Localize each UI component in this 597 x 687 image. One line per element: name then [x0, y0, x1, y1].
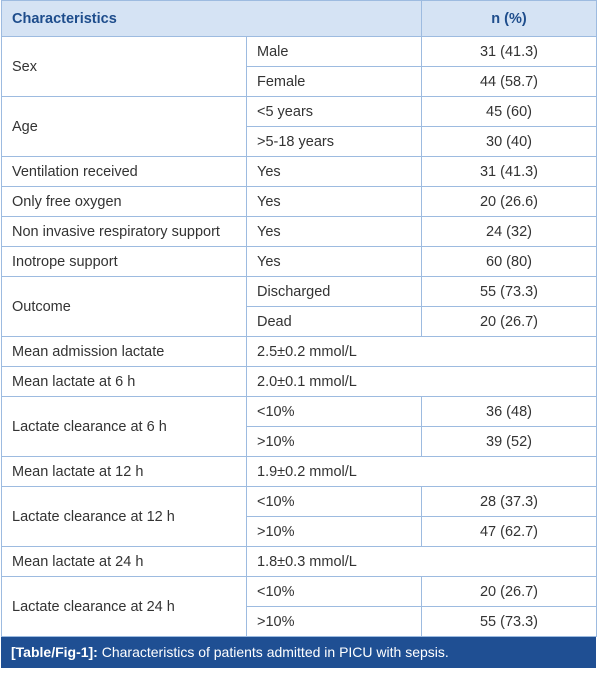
value-cell: 36 (48): [421, 396, 597, 427]
row: Only free oxygen Yes 20 (26.6): [1, 186, 597, 217]
row: Mean lactate at 12 h 1.9±0.2 mmol/L: [1, 456, 597, 487]
row: >10% 39 (52): [2, 426, 597, 457]
value-cell: 44 (58.7): [421, 66, 597, 97]
label-cell: Mean lactate at 24 h: [1, 546, 247, 577]
value-cell: 20 (26.7): [421, 576, 597, 607]
row: >10% 55 (73.3): [2, 606, 597, 637]
label-cell: Lactate clearance at 24 h: [1, 576, 247, 637]
row: Lactate clearance at 12 h <10% 28 (37.3): [1, 486, 597, 547]
label-cell: Only free oxygen: [1, 186, 247, 217]
label-cell: Inotrope support: [1, 246, 247, 277]
table: Characteristics n (%) Sex Male 31 (41.3) Fe…: [1, 0, 597, 637]
sub-cell: <10%: [246, 396, 422, 427]
caption-label: [Table/Fig-1]:: [11, 644, 98, 660]
sub-cell: >10%: [246, 516, 422, 547]
caption: [Table/Fig-1]: Characteristics of patien…: [1, 637, 596, 668]
label-cell: Lactate clearance at 6 h: [1, 396, 247, 457]
label-cell: Lactate clearance at 12 h: [1, 486, 247, 547]
sub-cell: Discharged: [246, 276, 422, 307]
sub-cell: Yes: [246, 156, 422, 187]
row: Ventilation received Yes 31 (41.3): [1, 156, 597, 187]
label-cell: Non invasive respiratory support: [1, 216, 247, 247]
value-cell: 2.0±0.1 mmol/L: [246, 366, 597, 397]
value-cell: 20 (26.7): [421, 306, 597, 337]
row: Non invasive respiratory support Yes 24 (3…: [1, 216, 597, 247]
row: Lactate clearance at 24 h <10% 20 (26.7): [1, 576, 597, 637]
value-cell: 1.9±0.2 mmol/L: [246, 456, 597, 487]
sub-cell: <10%: [246, 486, 422, 517]
label-cell: Mean lactate at 12 h: [1, 456, 247, 487]
value-cell: 1.8±0.3 mmol/L: [246, 546, 597, 577]
sub-cell: Yes: [246, 246, 422, 277]
label-cell: Mean lactate at 6 h: [1, 366, 247, 397]
sub-cell: <5 years: [246, 96, 422, 127]
row: Mean admission lactate 2.5±0.2 mmol/L: [1, 336, 597, 367]
value-cell: 47 (62.7): [421, 516, 597, 547]
value-cell: 31 (41.3): [421, 36, 597, 67]
value-cell: 45 (60): [421, 96, 597, 127]
label-cell: Sex: [1, 36, 247, 97]
sub-cell: Female: [246, 66, 422, 97]
label-cell: Age: [1, 96, 247, 157]
value-cell: 60 (80): [421, 246, 597, 277]
value-cell: 55 (73.3): [421, 276, 597, 307]
sub-cell: >10%: [246, 426, 422, 457]
label-cell: Outcome: [1, 276, 247, 337]
value-cell: 28 (37.3): [421, 486, 597, 517]
sub-cell: Yes: [246, 216, 422, 247]
sub-cell: <10%: [246, 576, 422, 607]
row: Dead 20 (26.7): [2, 306, 597, 337]
value-cell: 39 (52): [421, 426, 597, 457]
row: Age <5 years 45 (60): [1, 96, 597, 157]
value-cell: 24 (32): [421, 216, 597, 247]
header-row: Characteristics n (%): [1, 0, 597, 37]
row: Outcome Discharged 55 (73.3): [1, 276, 597, 337]
row: Female 44 (58.7): [2, 66, 597, 97]
row: >5-18 years 30 (40): [2, 126, 597, 157]
value-cell: 30 (40): [421, 126, 597, 157]
row: Mean lactate at 6 h 2.0±0.1 mmol/L: [1, 366, 597, 397]
caption-text: Characteristics of patients admitted in …: [101, 644, 449, 660]
label-cell: Mean admission lactate: [1, 336, 247, 367]
row: Lactate clearance at 6 h <10% 36 (48): [1, 396, 597, 457]
header-cell: n (%): [421, 0, 597, 37]
row: Inotrope support Yes 60 (80): [1, 246, 597, 277]
value-cell: 55 (73.3): [421, 606, 597, 637]
sub-cell: Dead: [246, 306, 422, 337]
table-figure: Characteristics n (%) Sex Male 31 (41.3) Fe…: [1, 0, 597, 668]
row: Sex Male 31 (41.3): [1, 36, 597, 97]
value-cell: 20 (26.6): [421, 186, 597, 217]
sub-cell: >10%: [246, 606, 422, 637]
value-cell: 31 (41.3): [421, 156, 597, 187]
sub-cell: Male: [246, 36, 422, 67]
label-cell: Ventilation received: [1, 156, 247, 187]
row: >10% 47 (62.7): [2, 516, 597, 547]
sub-cell: >5-18 years: [246, 126, 422, 157]
row: Mean lactate at 24 h 1.8±0.3 mmol/L: [1, 546, 597, 577]
sub-cell: Yes: [246, 186, 422, 217]
header-cell: Characteristics: [1, 0, 422, 37]
value-cell: 2.5±0.2 mmol/L: [246, 336, 597, 367]
